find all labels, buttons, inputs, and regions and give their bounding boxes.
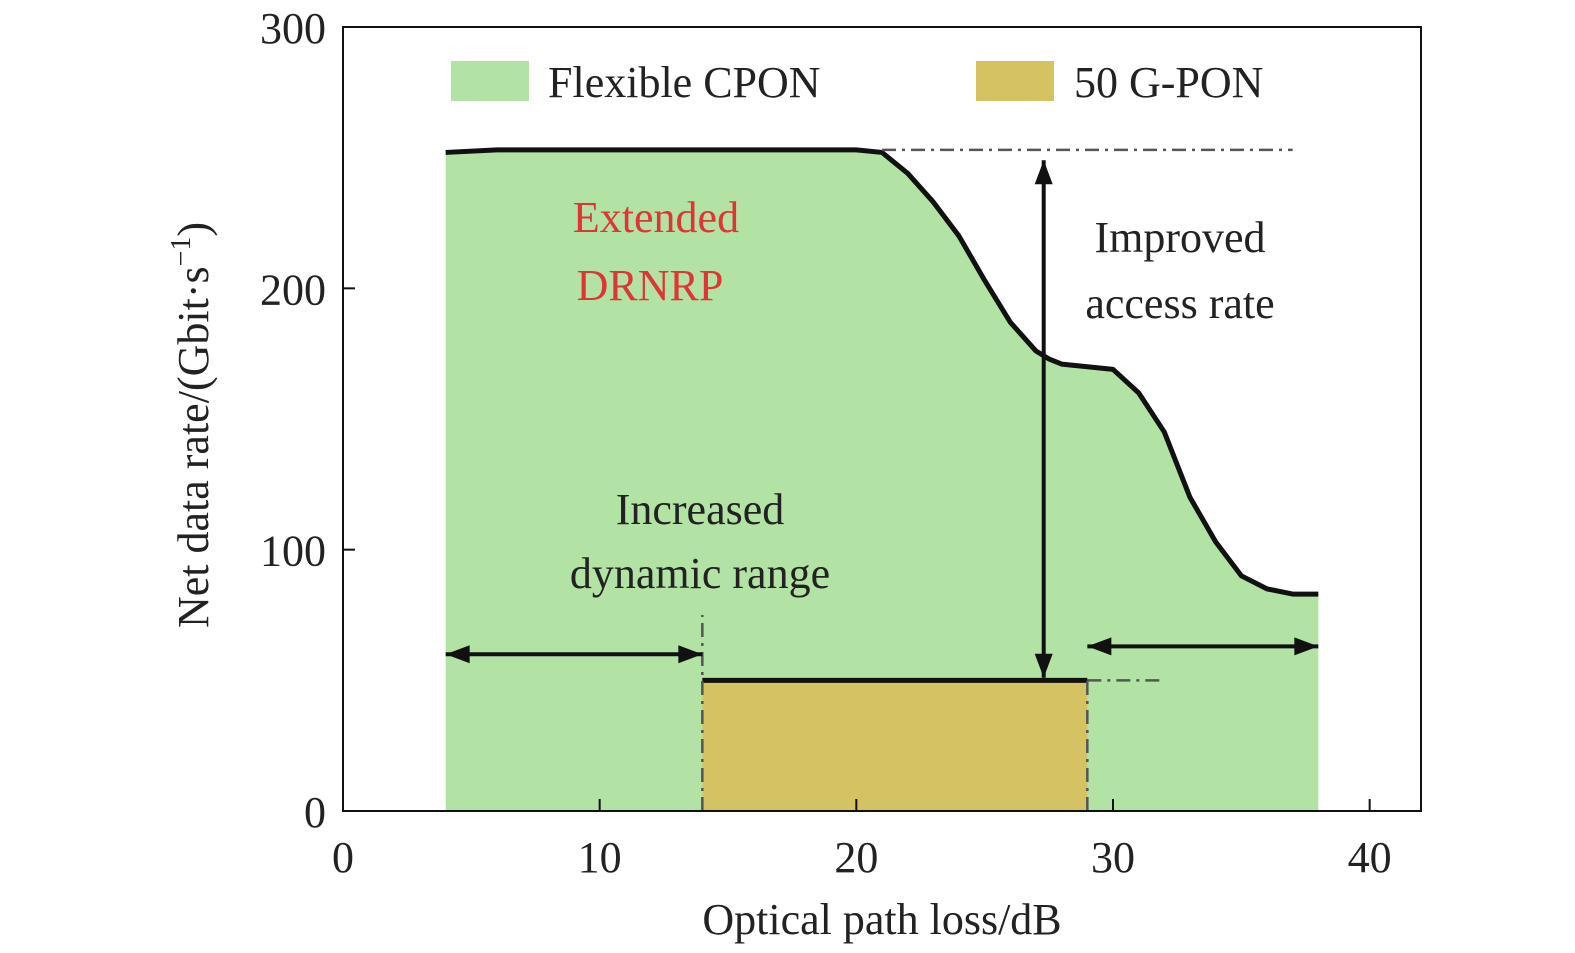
legend: Flexible CPON 50 G-PON: [451, 58, 1263, 107]
y-tick-label: 100: [260, 527, 326, 576]
x-tick-label: 30: [1091, 833, 1135, 882]
arrow-access-rate-head: [1034, 653, 1053, 678]
annotation-access-rate: access rate: [1085, 279, 1274, 328]
annotation-extended: Extended: [573, 193, 739, 242]
annotation-drnrp: DRNRP: [577, 261, 724, 310]
plot-layer: [445, 147, 1319, 811]
annotation-dynamic-range: dynamic range: [570, 549, 830, 598]
arrow-access-rate: [1034, 160, 1053, 678]
y-tick-label: 200: [260, 265, 326, 314]
x-tick-label: 0: [332, 833, 354, 882]
x-axis-title: Optical path loss/dB: [702, 895, 1061, 944]
annotations: Extended DRNRP Improved access rate Incr…: [570, 193, 1275, 598]
plot-frame: [342, 26, 1422, 812]
x-tick-label: 10: [578, 833, 622, 882]
legend-swatch-flexible-cpon: [451, 61, 529, 101]
legend-swatch-50g-pon: [976, 61, 1054, 101]
annotation-increased: Increased: [616, 485, 785, 534]
arrow-range-left-head: [445, 645, 470, 664]
y-axis-title-main: Net data rate/(Gbit·s: [169, 266, 218, 628]
x-tick-label: 40: [1348, 833, 1392, 882]
arrow-access-rate-head: [1034, 160, 1053, 185]
y-tick-label: 0: [304, 788, 326, 837]
annotation-improved: Improved: [1094, 213, 1265, 262]
arrow-range-right: [1087, 637, 1319, 656]
y-axis-title-exponent: −1: [166, 237, 197, 267]
legend-label-flexible-cpon: Flexible CPON: [548, 58, 821, 107]
y-axis-title: Net data rate/(Gbit·s−1): [166, 222, 218, 628]
arrow-range-right-head: [1087, 637, 1112, 656]
arrow-range-left-head: [678, 645, 703, 664]
y-tick-label: 300: [260, 4, 326, 53]
arrow-range-left: [445, 645, 703, 664]
axes: 0 10 20 30 40 0 100 200 300: [260, 4, 1422, 882]
x-tick-label: 20: [834, 833, 878, 882]
y-axis-title-close: ): [169, 222, 218, 237]
arrow-range-right-head: [1294, 637, 1319, 656]
legend-label-50g-pon: 50 G-PON: [1074, 58, 1263, 107]
series-area-50g-pon: [702, 680, 1088, 811]
